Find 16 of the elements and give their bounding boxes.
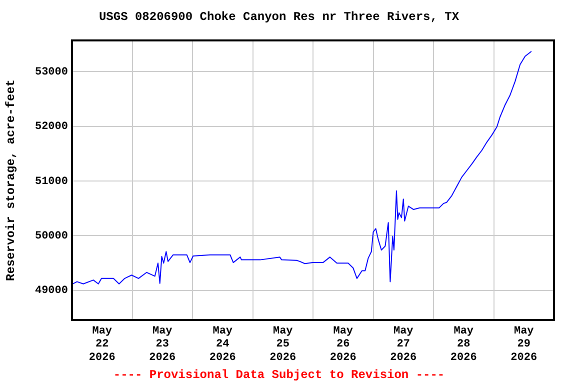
x-tick-label: May 23 2026 xyxy=(149,325,176,364)
text: ---- Provisional Data Subject to Revision ---- xyxy=(113,368,445,382)
y-tick-label: 52000 xyxy=(34,121,68,134)
y-tick-label: 50000 xyxy=(34,230,68,243)
x-tick-label: May 27 2026 xyxy=(390,325,417,364)
x-tick-label: May 22 2026 xyxy=(88,325,116,364)
y-tick-label: 53000 xyxy=(34,66,68,78)
chart-title: USGS 08206900 Choke Canyon Res nr Three Rivers, TX xyxy=(98,10,460,24)
x-tick-label: May 28 2026 xyxy=(450,325,477,364)
x-tick-label: May 26 2026 xyxy=(330,325,356,364)
x-tick-label: May 29 2026 xyxy=(510,325,538,364)
x-tick-label: May 25 2026 xyxy=(270,325,296,364)
y-axis-title: Reservoir storage, acre-feet xyxy=(4,79,18,282)
y-tick-label: 51000 xyxy=(34,176,68,188)
y-tick-label: 49000 xyxy=(34,285,68,298)
x-tick-label: May 24 2026 xyxy=(209,325,236,364)
